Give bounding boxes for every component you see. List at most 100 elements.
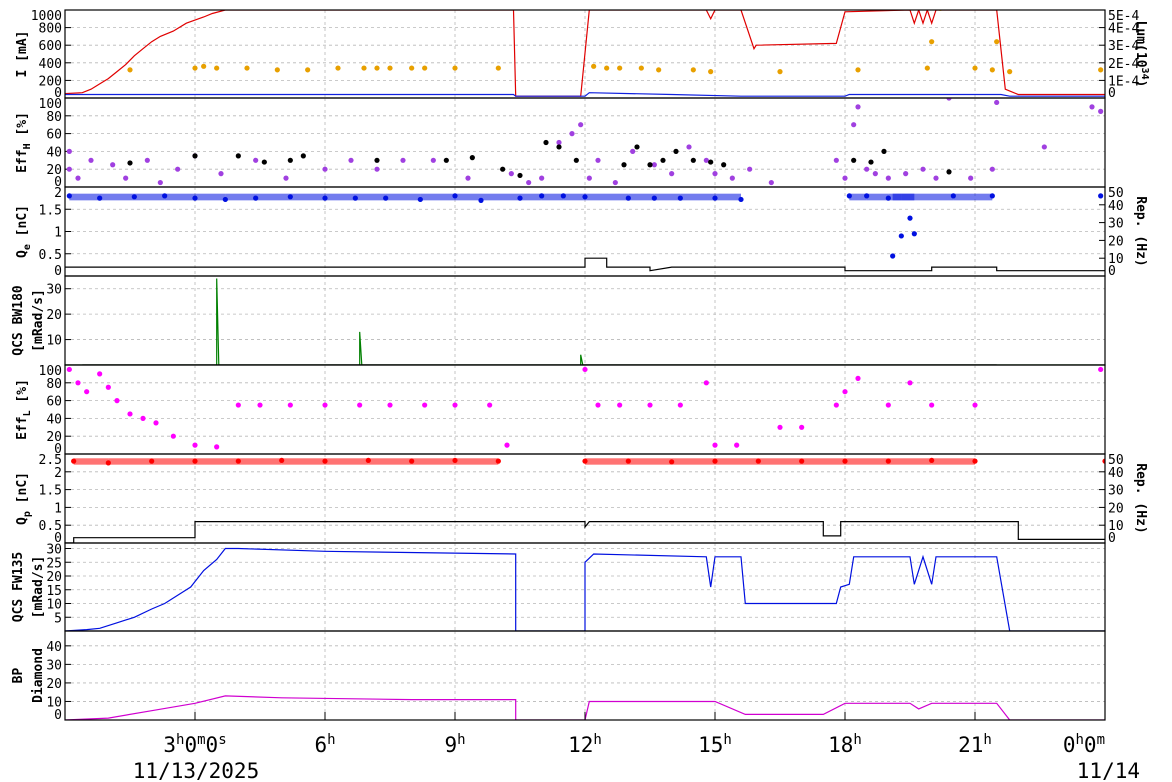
band-qp-0	[628, 458, 672, 465]
series-qe-1	[65, 257, 1105, 272]
series-group-effh	[66, 98, 1104, 186]
point-qe-0-2	[131, 194, 137, 200]
ylabel-diamond: BP	[11, 668, 26, 684]
band-qe-0	[355, 193, 386, 201]
ytick-label-current: 600	[39, 39, 62, 54]
point-qp-0-6	[322, 458, 328, 464]
band-qp-0	[888, 458, 932, 465]
band-qp-0	[151, 458, 195, 465]
right-axis-label-qp: Rep. (Hz)	[1133, 463, 1148, 533]
point-qe-0-3	[162, 193, 168, 199]
point-qp-0-9	[452, 457, 458, 464]
ytick-label-diamond: 0	[54, 708, 62, 723]
point-effh-0-24	[578, 122, 584, 128]
point-current-2-7	[335, 65, 341, 71]
series-current-1	[65, 92, 1105, 97]
ytick-label-diamond: 20	[46, 677, 62, 692]
band-qe-0	[520, 193, 542, 201]
point-effh-0-13	[322, 166, 328, 172]
rtick-label-qp: 0	[1108, 531, 1116, 546]
rtick-label-qp: 50	[1108, 453, 1124, 468]
point-effl-0-33	[842, 389, 848, 395]
ytick-label-qe: 0.5	[39, 248, 62, 263]
point-effl-0-19	[452, 402, 458, 408]
point-effh-1-18	[673, 148, 679, 154]
series-group-diamond	[65, 695, 1105, 720]
point-current-2-6	[305, 67, 311, 73]
point-qe-0-18	[625, 195, 631, 201]
band-qe-0	[134, 193, 165, 201]
point-effl-0-4	[105, 384, 111, 390]
point-qe-0-31	[989, 193, 995, 199]
ytick-label-effh: 80	[46, 110, 62, 125]
point-qe-0-8	[322, 195, 328, 201]
point-effl-0-5	[114, 398, 120, 404]
point-qp-0-3	[192, 458, 198, 464]
point-effh-0-38	[842, 175, 848, 181]
point-current-2-8	[361, 65, 367, 71]
ytick-label-diamond: 40	[46, 640, 62, 655]
point-effh-0-7	[157, 179, 163, 186]
ytick-label-qp: 0.5	[39, 519, 62, 534]
rtick-label-current: 1E-4	[1108, 74, 1139, 89]
point-qe-0-16	[560, 193, 566, 199]
point-effl-0-2	[84, 389, 90, 395]
series-group-fw135	[65, 547, 1105, 631]
point-current-2-31	[1098, 67, 1104, 73]
point-effh-0-20	[526, 179, 532, 186]
ytick-label-effl: 0	[54, 442, 62, 457]
point-effl-0-21	[504, 442, 510, 448]
point-effh-0-35	[747, 166, 753, 172]
point-current-2-15	[591, 63, 597, 69]
point-qe-0-0	[66, 193, 72, 199]
point-effh-0-12	[283, 175, 289, 181]
point-qe-0-13	[478, 197, 484, 203]
point-current-2-29	[994, 39, 1000, 45]
band-qp-0	[108, 458, 152, 465]
rtick-label-qp: 40	[1108, 466, 1124, 481]
point-current-2-21	[708, 69, 714, 75]
point-effh-0-51	[1041, 144, 1047, 150]
ytick-label-current: 1000	[31, 9, 62, 24]
band-qp-0	[73, 458, 109, 465]
rtick-label-qe: 30	[1108, 217, 1124, 232]
point-effh-1-17	[660, 157, 666, 163]
point-effl-0-34	[855, 375, 861, 381]
point-effl-0-32	[833, 402, 839, 408]
band-qp-0	[845, 458, 889, 465]
band-qe-0	[164, 193, 195, 201]
point-effh-1-6	[374, 157, 380, 163]
ylabel2-fw135: [mRad/s]	[31, 556, 46, 619]
ylabel-effh: EffH [%]	[15, 112, 33, 173]
xtick-label-0: 3h0m0s	[163, 732, 226, 757]
band-qe-0	[325, 193, 356, 201]
point-effh-0-45	[920, 166, 926, 172]
point-current-2-3	[214, 65, 220, 71]
rtick-label-qp: 10	[1108, 519, 1124, 534]
point-effh-0-44	[903, 171, 909, 177]
point-effh-0-2	[75, 175, 81, 181]
ytick-label-effl: 80	[46, 377, 62, 392]
date-left: 11/13/2025	[133, 759, 259, 782]
point-effh-1-1	[192, 153, 198, 159]
band-qp-0	[801, 458, 845, 465]
rtick-label-qe: 40	[1108, 199, 1124, 214]
point-effh-1-10	[517, 172, 523, 179]
point-effh-1-13	[573, 157, 579, 163]
ytick-label-effl: 40	[46, 412, 62, 427]
point-qe-0-9	[352, 195, 358, 201]
point-effh-1-14	[621, 162, 627, 168]
band-qe-0	[849, 193, 867, 201]
ytick-label-current: 800	[39, 22, 62, 37]
point-effh-0-48	[968, 175, 974, 181]
xtick-label-3: 12h	[568, 732, 602, 757]
point-effh-0-18	[465, 175, 471, 181]
band-qp-0	[195, 458, 239, 465]
point-effl-0-3	[97, 371, 103, 377]
rtick-label-qp: 30	[1108, 484, 1124, 499]
point-effh-1-15	[634, 144, 640, 150]
point-qe-0-5	[222, 196, 228, 203]
point-qe-0-26	[898, 233, 904, 239]
point-qp-0-11	[582, 458, 588, 464]
